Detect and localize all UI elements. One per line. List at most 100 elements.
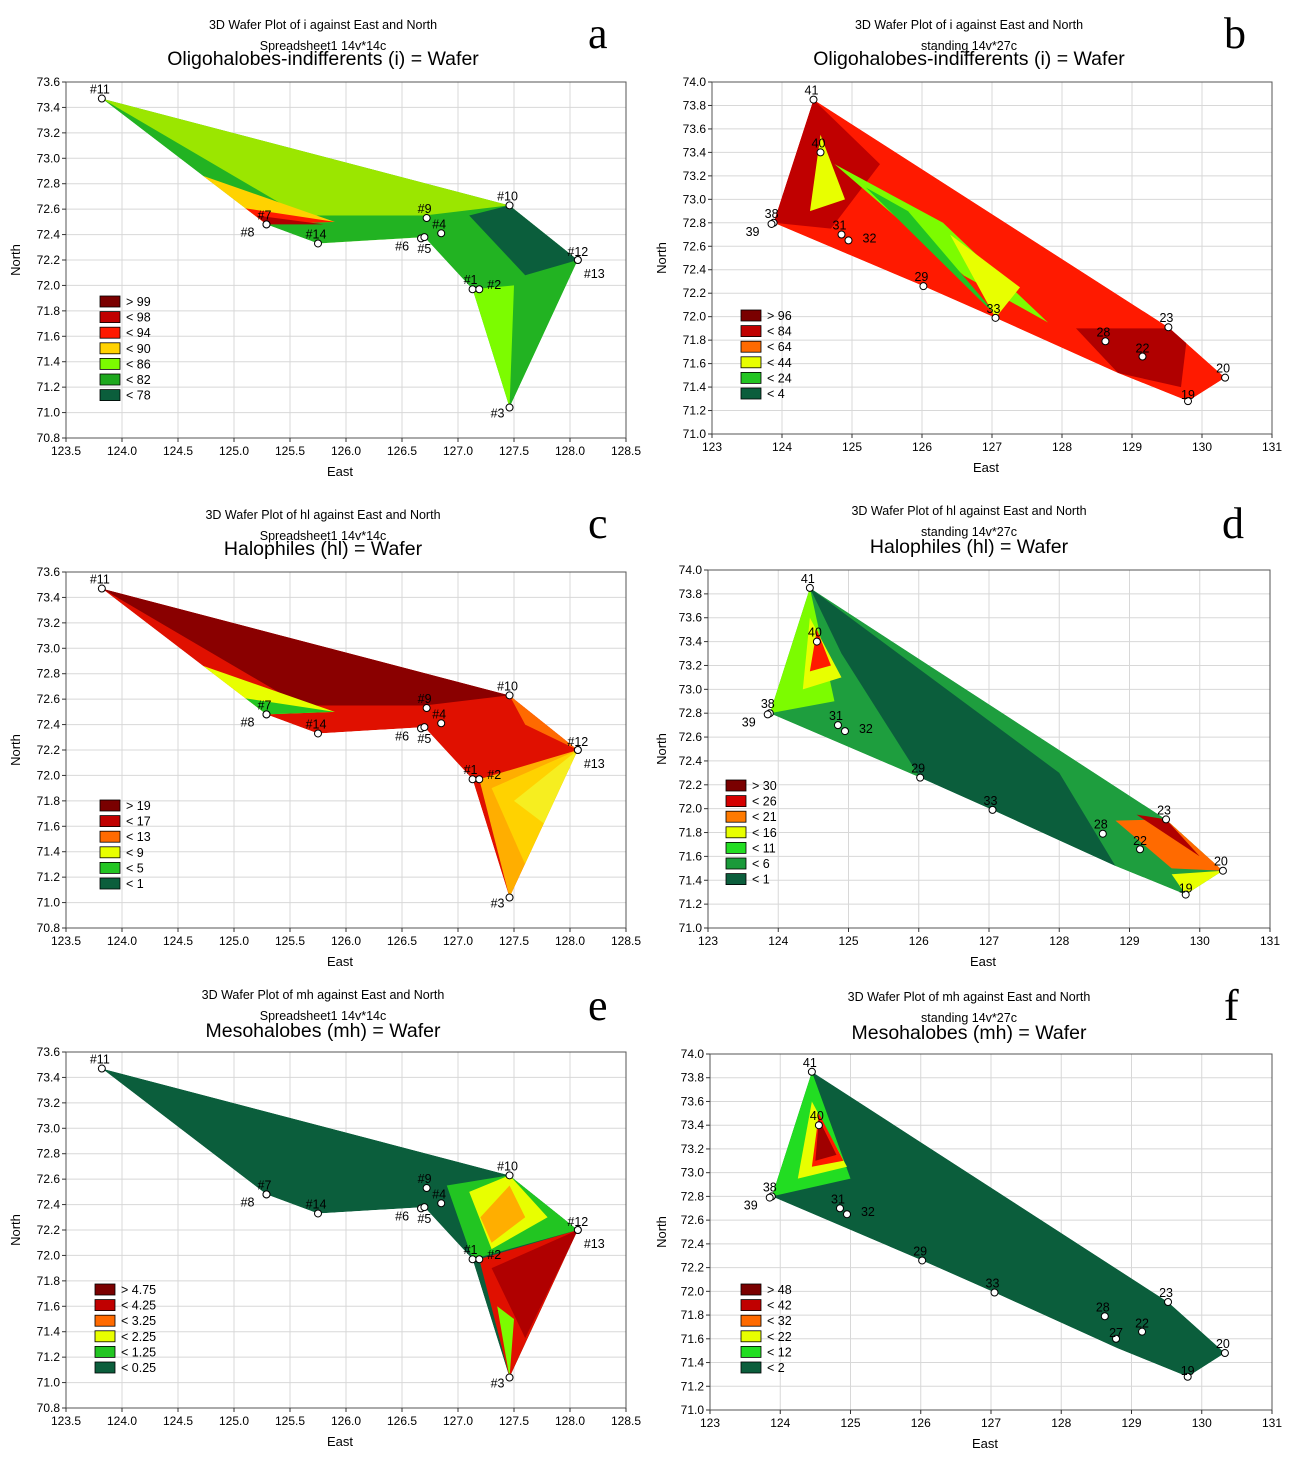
point-label: #11 [90, 573, 110, 587]
data-point [807, 1067, 816, 1076]
y-tick-label: 71.0 [37, 896, 61, 910]
y-tick-label: 71.2 [37, 1350, 61, 1364]
wafer-surface [101, 588, 578, 898]
data-point [1136, 845, 1145, 854]
y-tick-label: 73.6 [37, 75, 61, 89]
point-label: 39 [742, 715, 756, 729]
panel-letter: f [1224, 981, 1239, 1030]
y-tick-label: 71.4 [683, 380, 707, 394]
wafer-region [256, 215, 324, 225]
y-axis-label: North [654, 1216, 669, 1248]
point-label: #5 [417, 732, 431, 746]
y-tick-label: 73.4 [683, 145, 707, 159]
y-tick-label: 73.4 [37, 590, 61, 604]
point-label: 20 [1216, 362, 1230, 376]
point-label: 38 [761, 697, 775, 711]
legend-label: < 1 [752, 873, 770, 887]
x-tick-label: 127.5 [499, 444, 529, 458]
point-label: #12 [567, 245, 588, 259]
chart-subtitle: standing 14v*27c [921, 39, 1017, 53]
y-tick-label: 73.6 [681, 1094, 705, 1108]
x-tick-label: 124.0 [107, 934, 137, 948]
data-point [505, 1373, 514, 1382]
data-point [420, 233, 429, 242]
data-point [573, 256, 582, 264]
x-tick-label: 125.5 [275, 934, 305, 948]
point-label: 29 [913, 1244, 927, 1258]
data-point [1164, 323, 1173, 332]
chart-svg: 123.5 124.0 124.5 125.0 125.5 126.0 126.5 127.0… [8, 75, 641, 479]
wafer-surface [101, 1068, 578, 1378]
point-label: #9 [418, 1172, 432, 1186]
data-point [437, 719, 446, 728]
legend-label: < 22 [767, 1330, 792, 1344]
x-tick-label: 126.5 [387, 1414, 417, 1428]
point-label: #12 [567, 735, 588, 749]
y-tick-label: 72.6 [37, 1172, 61, 1186]
legend-swatch [99, 830, 121, 843]
legend-swatch [99, 373, 121, 386]
data-point [314, 239, 322, 248]
point-label: #9 [418, 202, 432, 216]
panel-e: 3D Wafer Plot of mh against East and Nor… [0, 980, 646, 1459]
data-point [422, 704, 431, 713]
x-axis-label: East [973, 460, 999, 475]
legend-swatch [99, 389, 121, 402]
y-tick-label: 72.4 [683, 263, 707, 277]
point-label: 22 [1135, 1317, 1149, 1331]
point-label: #12 [567, 1215, 588, 1229]
y-tick-label: 71.8 [37, 304, 61, 318]
y-tick-label: 72.4 [37, 718, 61, 732]
data-point [1183, 1372, 1192, 1381]
data-point [505, 1171, 514, 1180]
point-label: 23 [1159, 311, 1173, 325]
data-point [809, 95, 818, 104]
x-tick-label: 127 [979, 934, 999, 948]
wafer-region [809, 629, 831, 672]
data-point [475, 1255, 484, 1264]
data-point [916, 773, 925, 782]
data-point [505, 691, 514, 700]
x-axis-label: East [327, 954, 353, 969]
point-label: #8 [241, 715, 255, 729]
legend-label: < 98 [126, 311, 151, 325]
data-point [842, 1210, 851, 1219]
point-label: 32 [861, 1205, 875, 1219]
point-label: 19 [1179, 882, 1193, 896]
y-tick-label: 72.2 [37, 743, 61, 757]
point-label: 22 [1136, 342, 1150, 356]
y-tick-label: 73.2 [683, 169, 707, 183]
x-tick-label: 123.5 [51, 934, 81, 948]
legend-swatch [740, 1283, 762, 1296]
legend-swatch [740, 1330, 762, 1343]
legend-label: < 42 [767, 1299, 792, 1313]
data-point [988, 805, 997, 814]
data-point [1184, 397, 1192, 406]
legend-swatch [99, 815, 121, 828]
data-point [918, 1256, 927, 1265]
data-point [1098, 829, 1107, 838]
point-label: #6 [395, 729, 409, 743]
wafer-surface [769, 587, 1223, 895]
y-tick-label: 73.0 [683, 192, 707, 206]
y-tick-label: 71.8 [679, 826, 703, 840]
chart-title: Oligohalobes-indifferents (i) = Wafer [167, 48, 479, 70]
data-point [422, 214, 431, 223]
x-tick-label: 123.5 [51, 1414, 81, 1428]
point-label: 39 [746, 225, 760, 239]
wafer-surface [101, 98, 578, 408]
chart-svg: 123.5 124.0 124.5 125.0 125.5 126.0 126.5 127.0… [8, 1045, 641, 1449]
y-tick-label: 72.8 [683, 216, 707, 230]
y-tick-label: 72.6 [37, 692, 61, 706]
point-label: #11 [90, 1053, 110, 1067]
data-point [763, 710, 772, 719]
legend-swatch [94, 1283, 116, 1296]
x-tick-label: 124 [772, 440, 792, 454]
y-tick-label: 71.0 [679, 921, 703, 935]
legend-label: < 6 [752, 857, 770, 871]
chart-title: Mesohalobes (mh) = Wafer [851, 1022, 1087, 1044]
y-tick-label: 71.2 [683, 404, 707, 418]
x-tick-label: 127.0 [443, 444, 473, 458]
legend-swatch [94, 1330, 116, 1343]
data-point [505, 201, 514, 210]
